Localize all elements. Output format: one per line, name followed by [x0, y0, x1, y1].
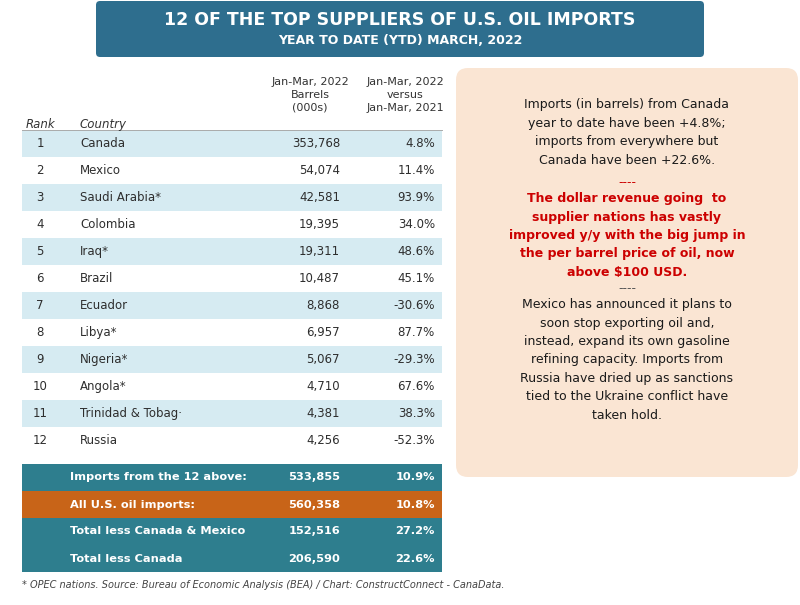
Text: 8,868: 8,868: [306, 299, 340, 312]
Text: 3: 3: [36, 191, 44, 204]
Text: 10: 10: [33, 380, 47, 393]
Bar: [22, 238, 442, 265]
Text: Jan-Mar, 2022: Jan-Mar, 2022: [271, 77, 349, 87]
Text: 9: 9: [36, 353, 44, 366]
Text: 10,487: 10,487: [299, 272, 340, 285]
Text: Nigeria*: Nigeria*: [80, 353, 128, 366]
Text: * OPEC nations. Source: Bureau of Economic Analysis (BEA) / Chart: ConstructConn: * OPEC nations. Source: Bureau of Econom…: [22, 580, 505, 590]
Text: 6,957: 6,957: [306, 326, 340, 339]
Text: Libya*: Libya*: [80, 326, 118, 339]
Text: 6: 6: [36, 272, 44, 285]
Bar: [22, 265, 442, 292]
Text: -52.3%: -52.3%: [394, 434, 435, 447]
Text: 2: 2: [36, 164, 44, 177]
Text: Rank: Rank: [25, 118, 55, 131]
Text: 12 OF THE TOP SUPPLIERS OF U.S. OIL IMPORTS: 12 OF THE TOP SUPPLIERS OF U.S. OIL IMPO…: [164, 11, 636, 29]
Text: Imports from the 12 above:: Imports from the 12 above:: [70, 473, 247, 483]
Bar: [22, 346, 442, 373]
Text: 533,855: 533,855: [288, 473, 340, 483]
Text: 54,074: 54,074: [299, 164, 340, 177]
Text: The dollar revenue going  to
supplier nations has vastly
improved y/y with the b: The dollar revenue going to supplier nat…: [509, 192, 746, 279]
FancyBboxPatch shape: [96, 1, 704, 57]
Text: -30.6%: -30.6%: [394, 299, 435, 312]
Text: 4,256: 4,256: [306, 434, 340, 447]
Text: 206,590: 206,590: [288, 554, 340, 563]
Bar: [22, 464, 442, 491]
Text: 67.6%: 67.6%: [398, 380, 435, 393]
Text: Total less Canada: Total less Canada: [70, 554, 182, 563]
Text: Country: Country: [80, 118, 127, 131]
Text: YEAR TO DATE (YTD) MARCH, 2022: YEAR TO DATE (YTD) MARCH, 2022: [278, 34, 522, 48]
Text: (000s): (000s): [292, 103, 328, 113]
Text: Canada: Canada: [80, 137, 125, 150]
Text: 5,067: 5,067: [306, 353, 340, 366]
Text: 4: 4: [36, 218, 44, 231]
Text: Trinidad & Tobag·: Trinidad & Tobag·: [80, 407, 182, 420]
Bar: [22, 130, 442, 157]
Text: 19,395: 19,395: [299, 218, 340, 231]
Text: ----: ----: [618, 282, 636, 295]
Text: 48.6%: 48.6%: [398, 245, 435, 258]
Text: Mexico: Mexico: [80, 164, 121, 177]
Text: 1: 1: [36, 137, 44, 150]
Text: versus: versus: [386, 90, 423, 100]
Text: 27.2%: 27.2%: [396, 526, 435, 537]
Bar: [22, 292, 442, 319]
Text: 8: 8: [36, 326, 44, 339]
Text: -29.3%: -29.3%: [394, 353, 435, 366]
Text: 4,381: 4,381: [306, 407, 340, 420]
Text: Angola*: Angola*: [80, 380, 126, 393]
Text: 5: 5: [36, 245, 44, 258]
Text: Total less Canada & Mexico: Total less Canada & Mexico: [70, 526, 246, 537]
Text: 353,768: 353,768: [292, 137, 340, 150]
Text: 11.4%: 11.4%: [398, 164, 435, 177]
Text: Mexico has announced it plans to
soon stop exporting oil and,
instead, expand it: Mexico has announced it plans to soon st…: [521, 298, 734, 422]
Bar: [22, 545, 442, 572]
Text: Ecuador: Ecuador: [80, 299, 128, 312]
Text: Barrels: Barrels: [290, 90, 330, 100]
Bar: [22, 157, 442, 184]
Text: 87.7%: 87.7%: [398, 326, 435, 339]
Bar: [22, 518, 442, 545]
Text: 4,710: 4,710: [306, 380, 340, 393]
Text: Russia: Russia: [80, 434, 118, 447]
Text: 152,516: 152,516: [288, 526, 340, 537]
Text: 19,311: 19,311: [299, 245, 340, 258]
Text: ----: ----: [618, 176, 636, 189]
Bar: [22, 400, 442, 427]
Text: 12: 12: [33, 434, 47, 447]
Text: 34.0%: 34.0%: [398, 218, 435, 231]
Text: Imports (in barrels) from Canada
year to date have been +4.8%;
imports from ever: Imports (in barrels) from Canada year to…: [525, 98, 730, 166]
Text: Iraq*: Iraq*: [80, 245, 109, 258]
Bar: [22, 319, 442, 346]
Text: 7: 7: [36, 299, 44, 312]
Text: All U.S. oil imports:: All U.S. oil imports:: [70, 500, 195, 509]
Text: 11: 11: [33, 407, 47, 420]
Text: 4.8%: 4.8%: [406, 137, 435, 150]
Bar: [22, 427, 442, 454]
Bar: [22, 373, 442, 400]
Text: 38.3%: 38.3%: [398, 407, 435, 420]
Text: 93.9%: 93.9%: [398, 191, 435, 204]
FancyBboxPatch shape: [456, 68, 798, 477]
Text: 560,358: 560,358: [288, 500, 340, 509]
Text: Jan-Mar, 2022: Jan-Mar, 2022: [366, 77, 444, 87]
Text: 10.9%: 10.9%: [395, 473, 435, 483]
Bar: [22, 211, 442, 238]
Bar: [22, 184, 442, 211]
Text: 45.1%: 45.1%: [398, 272, 435, 285]
Text: 10.8%: 10.8%: [395, 500, 435, 509]
Text: Colombia: Colombia: [80, 218, 135, 231]
Text: Saudi Arabia*: Saudi Arabia*: [80, 191, 161, 204]
Text: Jan-Mar, 2021: Jan-Mar, 2021: [366, 103, 444, 113]
Text: Brazil: Brazil: [80, 272, 114, 285]
Bar: [22, 491, 442, 518]
Text: 22.6%: 22.6%: [395, 554, 435, 563]
Text: 42,581: 42,581: [299, 191, 340, 204]
